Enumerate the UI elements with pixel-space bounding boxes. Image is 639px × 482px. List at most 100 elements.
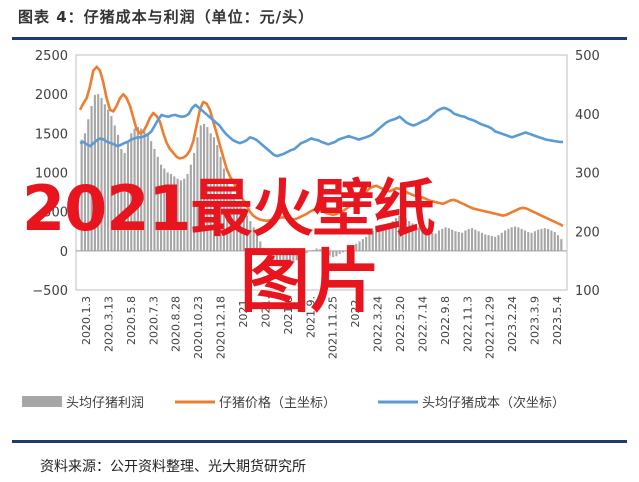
- profit-bar: [467, 228, 470, 251]
- x-tick-label: 2020.12.18: [215, 296, 228, 359]
- profit-bar: [272, 250, 275, 263]
- x-tick-label: 2022.5.20: [394, 296, 407, 352]
- profit-bar: [556, 235, 560, 251]
- profit-bar: [295, 250, 298, 261]
- profit-bar: [418, 227, 421, 251]
- profit-bar: [136, 127, 139, 251]
- legend-label: 头均仔猪利润: [66, 396, 144, 411]
- profit-bar: [328, 250, 331, 256]
- profit-bar: [355, 243, 358, 251]
- x-tick-label: 2020.7.3: [147, 296, 160, 345]
- profit-bar: [226, 180, 229, 251]
- profit-bar: [520, 228, 523, 251]
- profit-bar: [375, 227, 378, 251]
- profit-bar: [285, 250, 288, 269]
- x-tick-label: 2020.8.28: [170, 296, 183, 352]
- profit-bar: [259, 241, 262, 251]
- x-tick-label: 2021.: [237, 296, 250, 328]
- profit-bar: [126, 142, 130, 251]
- profit-bar: [202, 123, 206, 251]
- profit-bar: [533, 231, 536, 251]
- primary-tick-label: 1500: [35, 127, 68, 142]
- secondary-tick-label: 100: [575, 284, 600, 299]
- profit-bar: [206, 127, 209, 251]
- secondary-tick-label: 200: [575, 225, 600, 240]
- profit-bar: [163, 168, 166, 251]
- profit-bar: [305, 250, 308, 254]
- profit-bar: [232, 196, 235, 251]
- profit-bar: [408, 221, 411, 251]
- profit-bar: [384, 224, 388, 251]
- profit-bar: [523, 230, 527, 251]
- x-tick-label: 2020.3.13: [102, 296, 115, 352]
- x-tick-label: 2021.11.25: [327, 296, 340, 359]
- profit-bar: [517, 227, 520, 251]
- profit-bar: [249, 221, 252, 251]
- profit-bar: [510, 227, 513, 251]
- primary-tick-label: 500: [43, 206, 68, 221]
- profit-bar: [130, 133, 133, 251]
- profit-bar: [236, 202, 239, 251]
- x-tick-label: 2023.3.9: [529, 296, 542, 345]
- profit-bar: [265, 250, 268, 255]
- profit-bar: [474, 229, 477, 251]
- profit-bar: [537, 229, 540, 251]
- price-line: [78, 65, 564, 227]
- primary-tick-label: 2000: [35, 88, 68, 103]
- bottom-rule: [12, 440, 627, 443]
- profit-bar: [140, 128, 143, 251]
- x-tick-label: 2020.5.8: [125, 296, 138, 345]
- x-tick-label: 2021.: [259, 296, 272, 328]
- profit-bar: [120, 149, 123, 251]
- profit-bar: [113, 125, 116, 251]
- profit-bar: [394, 217, 397, 251]
- profit-bar: [153, 149, 156, 251]
- profit-bar: [110, 116, 113, 251]
- profit-bar: [179, 180, 182, 251]
- profit-bar: [540, 228, 543, 251]
- profit-bar: [146, 134, 149, 251]
- profit-bar: [351, 246, 354, 251]
- profit-bar: [388, 223, 391, 251]
- profit-bar: [434, 233, 437, 251]
- profit-bar: [451, 229, 454, 251]
- secondary-tick-label: 400: [575, 108, 600, 123]
- profit-bar: [159, 164, 163, 251]
- profit-bar: [421, 228, 424, 251]
- profit-bar: [315, 248, 318, 251]
- profit-bar: [487, 235, 490, 251]
- legend-label: 仔猪价格（主坐标）: [219, 395, 336, 411]
- profit-bar: [457, 232, 460, 251]
- profit-bar: [97, 94, 100, 251]
- profit-bar: [401, 216, 404, 251]
- profit-bar: [100, 98, 103, 251]
- profit-bar: [504, 230, 507, 251]
- x-tick-label: 2022.12.29: [484, 296, 497, 359]
- profit-bar: [341, 250, 345, 253]
- profit-bar: [80, 139, 83, 251]
- profit-bar: [477, 231, 480, 251]
- profit-bar: [560, 239, 563, 251]
- profit-bar: [255, 233, 259, 251]
- profit-bar: [143, 131, 146, 251]
- profit-bar: [365, 236, 368, 251]
- profit-bar: [269, 250, 272, 259]
- profit-bar: [87, 119, 90, 251]
- profit-bar: [199, 125, 202, 251]
- profit-bar: [411, 223, 414, 251]
- top-rule: [12, 37, 627, 40]
- profit-bar: [242, 211, 245, 251]
- profit-bar: [222, 168, 225, 251]
- profit-bar: [289, 250, 292, 267]
- profit-bar: [312, 250, 315, 251]
- x-tick-label: 2022.11.3: [461, 296, 474, 352]
- profit-bar: [252, 227, 255, 251]
- profit-bar: [358, 241, 361, 251]
- cost-line: [79, 103, 563, 158]
- profit-bar: [500, 232, 503, 251]
- profit-bar: [378, 225, 381, 251]
- profit-bar: [513, 226, 517, 251]
- profit-bar: [169, 174, 173, 251]
- profit-bar: [371, 230, 374, 251]
- profit-bar: [212, 137, 216, 251]
